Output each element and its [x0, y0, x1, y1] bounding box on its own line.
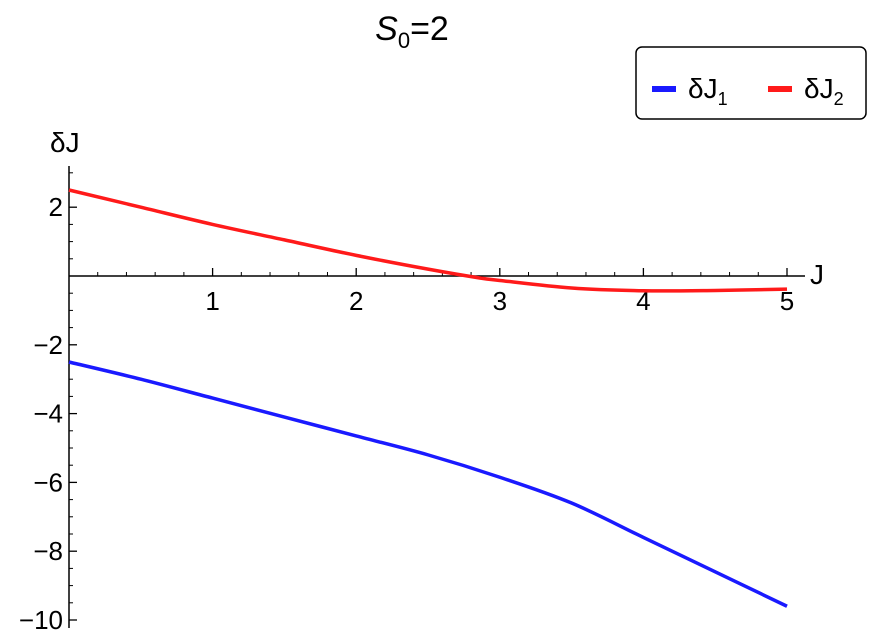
- series-layer: [68, 188, 788, 608]
- legend-label-series-2-sub: 2: [834, 89, 844, 109]
- legend-item-series-1: δJ1: [652, 73, 728, 109]
- legend-item-series-2: δJ2: [768, 73, 844, 109]
- series-line-2: [68, 188, 788, 293]
- legend-label-series-2: δJ2: [804, 73, 844, 109]
- y-tick-label: −4: [33, 399, 63, 429]
- x-axis-label: J: [810, 259, 824, 290]
- y-tick-label: −8: [33, 536, 63, 566]
- title-symbol: S: [375, 10, 398, 48]
- x-tick-label: 1: [205, 286, 219, 316]
- y-tick-label: −2: [33, 330, 63, 360]
- x-tick-label: 4: [636, 286, 650, 316]
- title-subscript: 0: [398, 28, 410, 53]
- legend-label-series-1-base: δJ: [688, 73, 718, 104]
- x-tick-label: 3: [493, 286, 507, 316]
- chart-title: S0=2: [375, 10, 449, 53]
- ticks: 1 2 3 4 5 2 −2 −4 −6 −8 −10: [19, 172, 794, 635]
- series-line-1: [68, 360, 788, 608]
- x-tick-label: 2: [349, 286, 363, 316]
- legend-label-series-1-sub: 1: [718, 89, 728, 109]
- legend-label-series-2-base: δJ: [804, 73, 834, 104]
- y-tick-label: 2: [49, 192, 63, 222]
- legend: δJ1 δJ2: [635, 46, 867, 120]
- x-tick-label: 5: [780, 286, 794, 316]
- title-rest: =2: [410, 10, 449, 48]
- y-tick-label: −10: [19, 605, 63, 635]
- legend-label-series-1: δJ1: [688, 73, 728, 109]
- y-tick-label: −6: [33, 467, 63, 497]
- y-axis-label: δJ: [50, 127, 80, 158]
- axes: J δJ: [50, 127, 824, 628]
- legend-box: [635, 46, 867, 120]
